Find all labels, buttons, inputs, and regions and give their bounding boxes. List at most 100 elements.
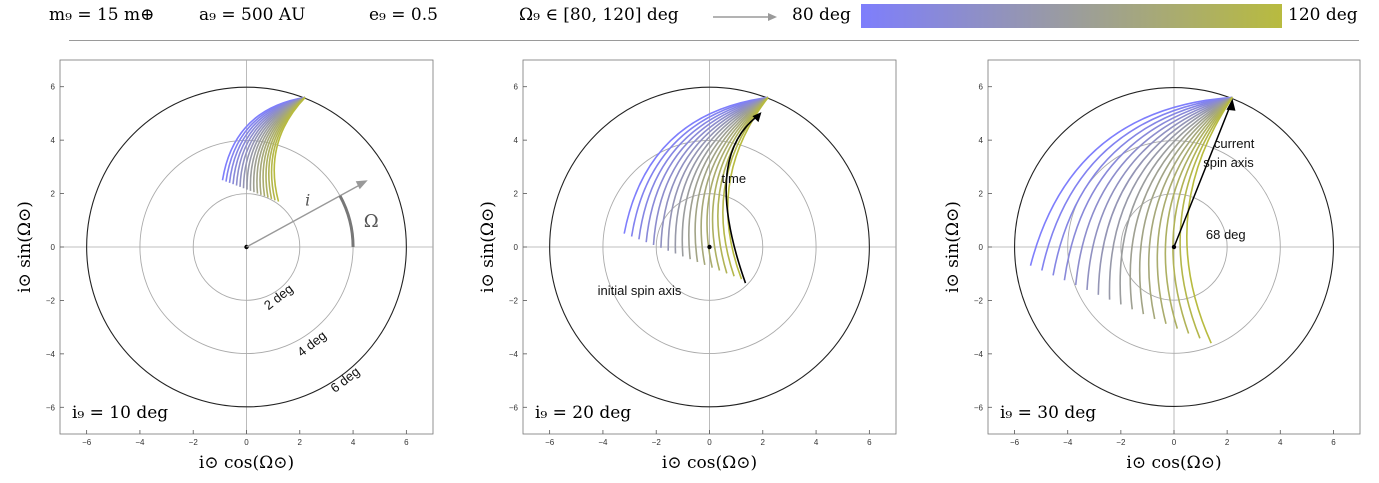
spin-axis-track — [681, 96, 769, 257]
y-tick-label: −4 — [46, 350, 56, 359]
arrow-right-icon — [713, 13, 777, 21]
spin-axis-track — [1148, 96, 1234, 320]
y-tick-label: −2 — [974, 296, 984, 305]
i-label: i — [305, 191, 310, 210]
time-arrow-head — [752, 112, 762, 123]
x-tick-label: −6 — [82, 438, 92, 447]
spin-axis-track — [1097, 96, 1233, 295]
x-tick-label: −2 — [652, 438, 662, 447]
spin-axis-track — [1179, 96, 1234, 339]
spin-axis-track — [645, 96, 769, 243]
ring-label-6deg: 6 deg — [328, 364, 363, 396]
spin-axis-track — [273, 96, 306, 202]
ref-circle-6deg — [1014, 87, 1334, 407]
spin-axis-track — [717, 96, 769, 274]
y-tick-label: −2 — [46, 296, 56, 305]
spin-axis-track — [1052, 96, 1233, 276]
current-label-line2: spin axis — [1203, 155, 1254, 170]
x-tick-label: 4 — [814, 438, 819, 447]
x-tick-label: 6 — [867, 438, 872, 447]
spin-axis-track — [1086, 96, 1233, 290]
y-axis-label: i⊙ sin(Ω⊙) — [478, 201, 498, 293]
spin-axis-track — [706, 96, 769, 268]
x-tick-label: −4 — [135, 438, 145, 447]
x-tick-label: −4 — [598, 438, 608, 447]
y-tick-label: 4 — [51, 136, 56, 145]
y-tick-label: −4 — [509, 350, 519, 359]
y-tick-label: 0 — [51, 243, 56, 252]
panel-label: i₉ = 10 deg — [72, 403, 168, 423]
current-axis-arrow-head — [1226, 98, 1236, 111]
divider — [69, 40, 1359, 41]
spin-axis-track — [1138, 96, 1233, 315]
i-arrow — [246, 183, 362, 248]
spin-axis-track — [1119, 96, 1233, 305]
spin-axis-track — [1129, 96, 1233, 310]
y-tick-label: −4 — [974, 350, 984, 359]
x-tick-label: 2 — [1225, 438, 1230, 447]
x-tick-label: 6 — [404, 438, 409, 447]
e9-label: e₉ = 0.5 — [369, 5, 438, 25]
x-axis-label: i⊙ cos(Ω⊙) — [1126, 453, 1221, 473]
x-tick-label: 2 — [761, 438, 766, 447]
spin-axis-track — [694, 96, 769, 263]
y-tick-label: −6 — [46, 403, 56, 412]
y-tick-label: −6 — [509, 403, 519, 412]
y-tick-label: 2 — [514, 190, 519, 199]
gradient-start-label: 80 deg — [792, 5, 851, 25]
panel-label: i₉ = 30 deg — [1000, 403, 1096, 423]
spin-axis-track — [688, 96, 769, 260]
ref-circle-2deg — [192, 193, 301, 301]
y-tick-label: 6 — [514, 83, 519, 92]
y-tick-label: 4 — [979, 136, 984, 145]
spin-axis-track — [1074, 96, 1233, 286]
chart-panel-3: −6 −4 −2 0 2 4 6 −6 −4 −2 0 2 4 6 i₉ = 30 deg i⊙ cos(Ω⊙… — [943, 59, 1361, 473]
current-label-line1: current — [1214, 136, 1255, 151]
spin-axis-track — [1164, 96, 1234, 329]
y-tick-label: 0 — [514, 243, 519, 252]
spin-axis-track — [1186, 96, 1234, 344]
spin-axis-track — [667, 96, 769, 251]
spin-axis-track — [1172, 96, 1234, 334]
panel-label: i₉ = 20 deg — [535, 403, 631, 423]
initial-spin-axis-label: initial spin axis — [598, 283, 682, 298]
spin-axis-track — [1156, 96, 1234, 324]
x-tick-label: 4 — [351, 438, 356, 447]
omega-range-label: Ω₉ ∈ [80, 120] deg — [519, 5, 679, 25]
y-tick-label: 6 — [51, 83, 56, 92]
y-tick-label: 2 — [51, 190, 56, 199]
spin-axis-track — [1041, 96, 1233, 271]
x-tick-label: 0 — [1172, 438, 1177, 447]
y-tick-label: −2 — [509, 296, 519, 305]
spin-axis-track — [623, 96, 769, 234]
ref-circle-6deg — [86, 86, 407, 408]
x-tick-label: −6 — [545, 438, 555, 447]
x-tick-label: 0 — [707, 438, 712, 447]
x-tick-label: 2 — [298, 438, 303, 447]
spin-axis-track — [674, 96, 769, 254]
y-axis-label: i⊙ sin(Ω⊙) — [15, 201, 35, 293]
deg68-label: 68 deg — [1206, 227, 1246, 242]
spin-axis-track — [652, 96, 769, 246]
spin-axis-track — [711, 96, 769, 271]
ring-label-4deg: 4 deg — [294, 328, 329, 360]
y-tick-label: 6 — [979, 83, 984, 92]
current-axis-arrow — [1173, 106, 1231, 248]
spin-axis-track — [1063, 96, 1233, 281]
spin-axis-track — [630, 96, 769, 237]
chart-panel-1: −6 −4 −2 0 2 4 6 −6 −4 −2 0 2 4 6 i₉ = 10 deg i⊙ cos(Ω⊙… — [15, 59, 434, 473]
x-axis-label: i⊙ cos(Ω⊙) — [662, 453, 757, 473]
ring-label-2deg: 2 deg — [261, 281, 296, 313]
x-tick-label: 6 — [1331, 438, 1336, 447]
x-axis-label: i⊙ cos(Ω⊙) — [199, 453, 294, 473]
y-tick-label: 0 — [979, 243, 984, 252]
x-tick-label: −2 — [1116, 438, 1126, 447]
omega-arc — [338, 195, 355, 248]
x-tick-label: −2 — [189, 438, 199, 447]
y-tick-label: 4 — [514, 136, 519, 145]
spin-axis-track — [1029, 96, 1233, 266]
x-tick-label: −4 — [1063, 438, 1073, 447]
time-label: time — [721, 171, 746, 186]
color-gradient-bar — [861, 4, 1282, 28]
